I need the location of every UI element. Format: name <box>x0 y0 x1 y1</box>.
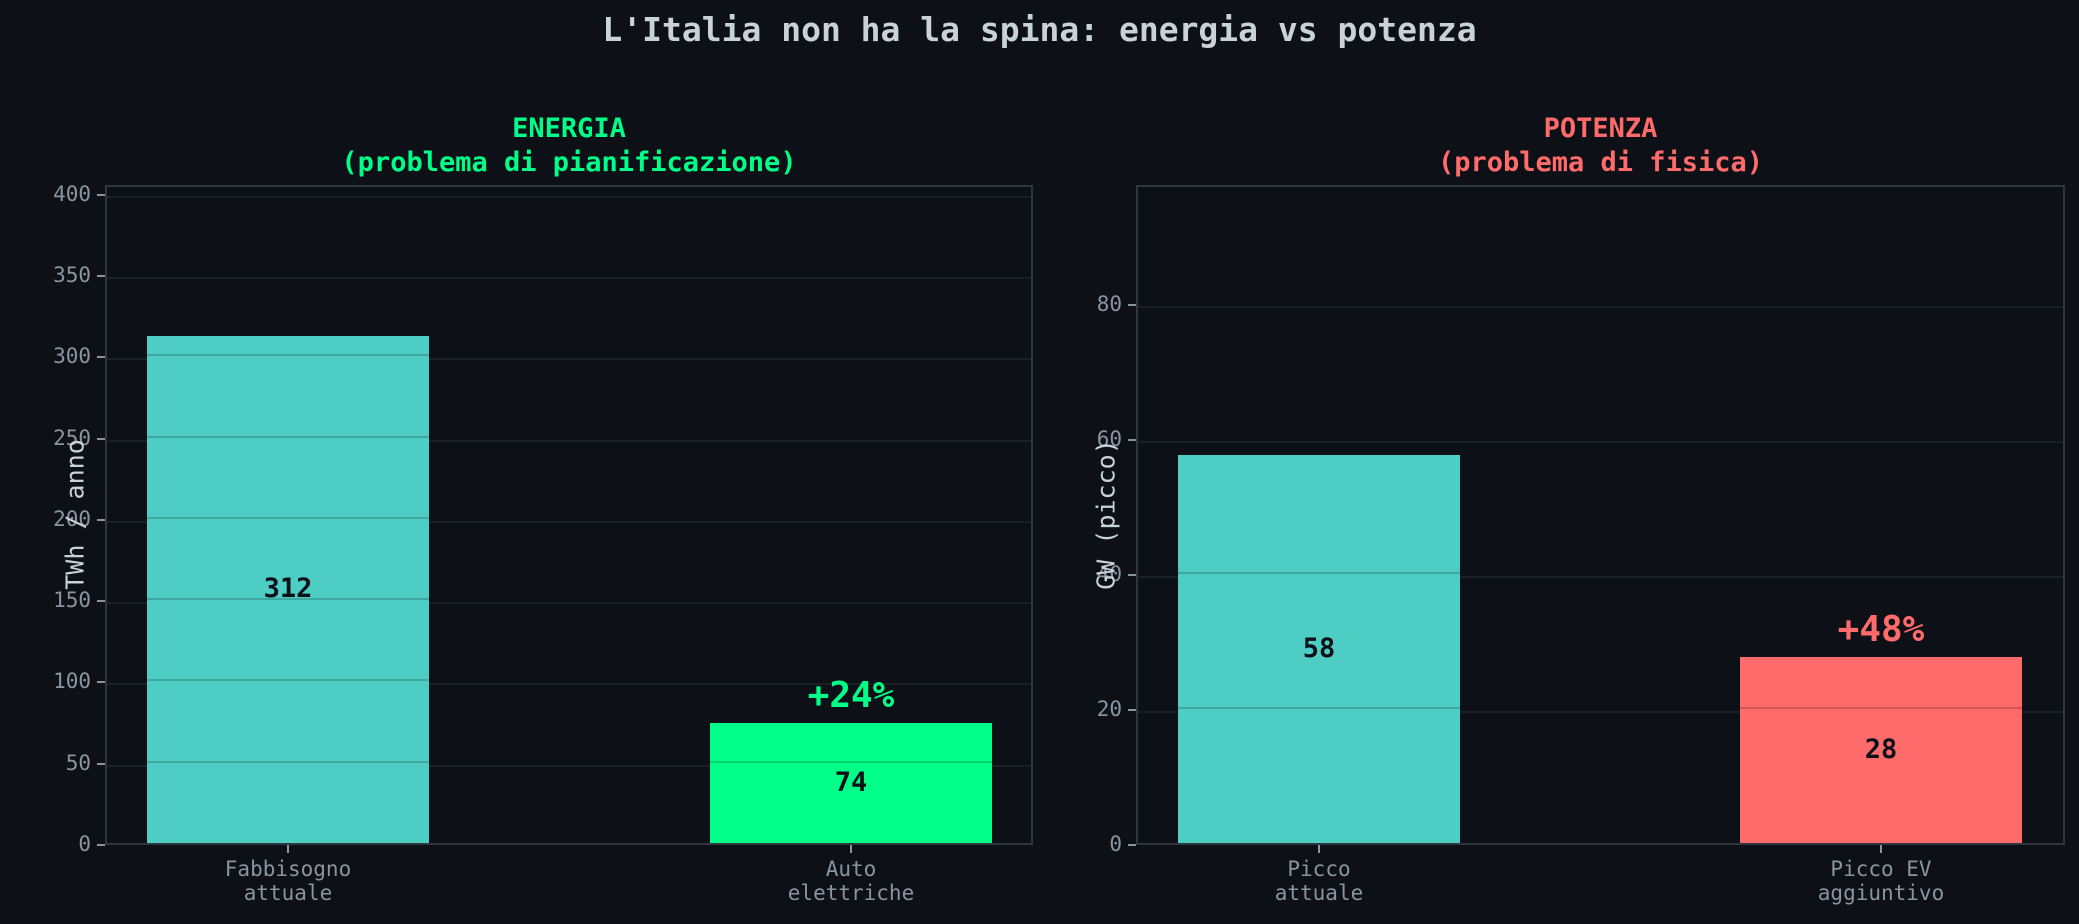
power-ytick-label: 60 <box>1096 427 1122 452</box>
power-ytick-mark <box>1128 574 1136 577</box>
power-ytick-mark <box>1128 304 1136 307</box>
energy-gridline <box>107 602 1031 605</box>
energy-ytick-label: 400 <box>53 181 91 206</box>
energy-bar-gridline <box>147 354 429 357</box>
energy-xtick-label: Auto elettriche <box>701 857 1001 905</box>
power-xtick-line: aggiuntivo <box>1817 881 1945 905</box>
power-chart-title: POTENZA (problema di fisica) <box>1136 112 2065 180</box>
power-plot-area: 58 28 <box>1136 185 2065 845</box>
energy-bar-gridline <box>147 760 429 763</box>
energy-ytick-mark <box>97 275 105 278</box>
energy-plot-inner: 312 74 <box>107 187 1031 843</box>
power-title-line1: POTENZA <box>1543 113 1658 144</box>
energy-xtick-line: elettriche <box>787 881 915 905</box>
energy-bar-value-label: 74 <box>834 766 868 798</box>
power-gridline <box>1138 306 2063 309</box>
energy-title-line2: (problema di pianificazione) <box>341 147 797 178</box>
power-xtick-line: attuale <box>1274 881 1364 905</box>
energy-gridline <box>107 520 1031 523</box>
energy-ytick-mark <box>97 844 105 846</box>
power-xtick-label: Picco attuale <box>1169 857 1469 905</box>
energy-gridline <box>107 683 1031 686</box>
power-ytick-mark <box>1128 844 1136 846</box>
energy-bar-gridline <box>147 598 429 601</box>
energy-bar-gridline <box>147 435 429 438</box>
energy-xtick-line: attuale <box>243 881 333 905</box>
energy-gridline <box>107 439 1031 442</box>
energy-ytick-label: 250 <box>53 425 91 450</box>
energy-xtick-line: Auto <box>825 857 877 881</box>
energy-ytick-mark <box>97 356 105 359</box>
energy-ytick-label: 0 <box>78 832 91 856</box>
power-xtick-mark <box>1318 845 1320 853</box>
energy-bar-value-label: 312 <box>263 573 313 605</box>
energy-ytick-mark <box>97 762 105 765</box>
energy-ytick-mark <box>97 600 105 603</box>
power-y-axis-label: GW (picco) <box>1091 439 1121 590</box>
power-xtick-line: Picco EV <box>1830 857 1932 881</box>
energy-chart-title: ENERGIA (problema di pianificazione) <box>105 112 1033 180</box>
power-ytick-mark <box>1128 709 1136 712</box>
power-ytick-label: 20 <box>1096 697 1122 722</box>
energy-bar-0[interactable]: 312 <box>147 335 429 843</box>
power-xtick-label: Picco EV aggiuntivo <box>1731 857 2031 905</box>
power-bar-gridline <box>1178 572 1460 575</box>
power-bar-value-label: 58 <box>1302 632 1336 664</box>
energy-ytick-label: 150 <box>53 588 91 613</box>
power-bar-gridline <box>1740 707 2022 710</box>
energy-ytick-label: 50 <box>65 750 91 775</box>
power-xtick-mark <box>1880 845 1882 853</box>
energy-bar-gridline <box>710 760 992 763</box>
power-plot-inner: 58 28 <box>1138 187 2063 843</box>
energy-ytick-mark <box>97 437 105 440</box>
energy-ytick-mark <box>97 193 105 196</box>
figure-title: L'Italia non ha la spina: energia vs pot… <box>602 10 1477 49</box>
energy-xtick-line: Fabbisogno <box>224 857 352 881</box>
energy-ytick-mark <box>97 681 105 684</box>
energy-ytick-label: 300 <box>53 344 91 369</box>
energy-bar-gridline <box>147 679 429 682</box>
power-ytick-mark <box>1128 439 1136 442</box>
power-ytick-label: 80 <box>1096 292 1122 317</box>
power-increase-annotation: +48% <box>1837 608 1925 650</box>
energy-ytick-label: 200 <box>53 506 91 531</box>
energy-y-axis-label: TWh / anno <box>60 439 90 590</box>
power-ytick-label: 40 <box>1096 562 1122 587</box>
power-ytick-label: 0 <box>1109 832 1122 856</box>
energy-gridline <box>107 358 1031 361</box>
power-bar-value-label: 28 <box>1864 733 1898 765</box>
energy-xtick-mark <box>287 845 289 853</box>
energy-gridline <box>107 764 1031 767</box>
power-gridline <box>1138 576 2063 579</box>
power-bar-gridline <box>1178 707 1460 710</box>
energy-ytick-label: 100 <box>53 669 91 694</box>
energy-bar-gridline <box>147 516 429 519</box>
energy-gridline <box>107 277 1031 280</box>
energy-xtick-mark <box>850 845 852 853</box>
energy-ytick-label: 350 <box>53 263 91 288</box>
power-title-line2: (problema di fisica) <box>1437 147 1764 178</box>
power-gridline <box>1138 711 2063 714</box>
energy-gridline <box>107 195 1031 198</box>
energy-bar-1[interactable]: 74 <box>710 722 992 843</box>
energy-title-line1: ENERGIA <box>512 113 626 144</box>
power-gridline <box>1138 441 2063 444</box>
power-bar-1[interactable]: 28 <box>1740 656 2022 843</box>
power-bar-0[interactable]: 58 <box>1178 454 1460 843</box>
energy-xtick-label: Fabbisogno attuale <box>138 857 438 905</box>
energy-plot-area: 312 74 <box>105 185 1033 845</box>
energy-ytick-mark <box>97 518 105 521</box>
energy-increase-annotation: +24% <box>807 674 895 716</box>
power-xtick-line: Picco <box>1287 857 1351 881</box>
